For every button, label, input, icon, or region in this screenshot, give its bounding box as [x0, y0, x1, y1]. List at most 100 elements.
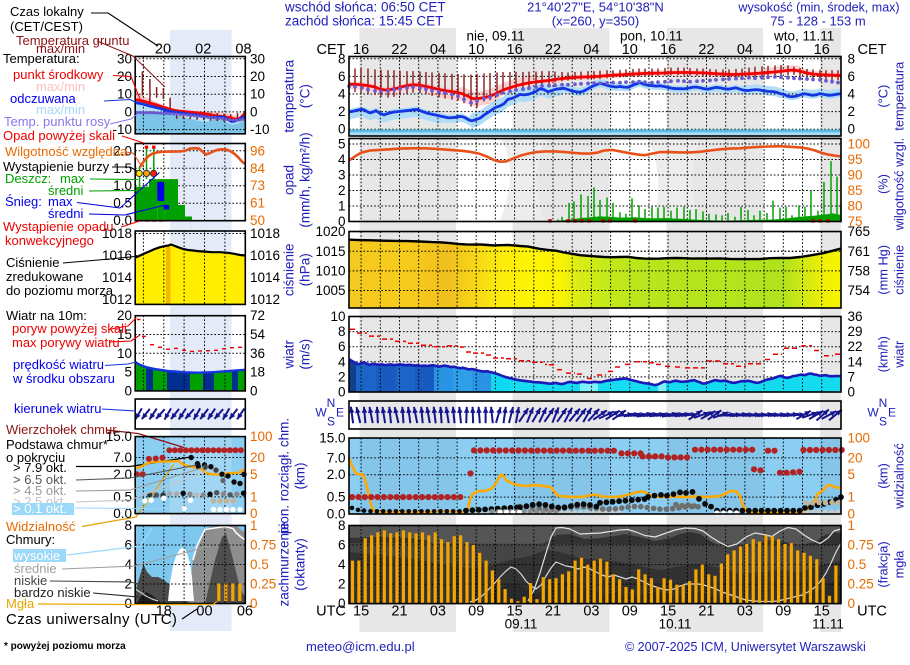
svg-text:© 2007-2025 ICM, Uniwersytet W: © 2007-2025 ICM, Uniwersytet Warszawski	[625, 640, 866, 654]
svg-text:Wystąpienie burzy: Wystąpienie burzy	[3, 159, 110, 174]
svg-text:21: 21	[545, 604, 561, 620]
svg-text:Temperatura:: Temperatura:	[3, 51, 80, 66]
svg-text:średnie: średnie	[14, 561, 57, 576]
svg-text:Chmury:: Chmury:	[6, 532, 55, 547]
svg-text:16: 16	[353, 42, 369, 58]
svg-text:max: max	[48, 194, 73, 209]
svg-text:09: 09	[622, 604, 638, 620]
svg-text:2.0: 2.0	[113, 143, 132, 158]
svg-text:nie, 09.11: nie, 09.11	[467, 29, 525, 44]
svg-text:29: 29	[848, 324, 863, 339]
svg-text:1: 1	[250, 489, 258, 504]
svg-text:bardzo niskie: bardzo niskie	[14, 585, 91, 600]
svg-text:09: 09	[468, 604, 484, 620]
svg-text:ciśnienie: ciśnienie	[282, 244, 297, 297]
svg-text:E: E	[336, 406, 344, 420]
svg-text:1016: 1016	[102, 248, 132, 263]
svg-text:04: 04	[583, 42, 599, 58]
svg-text:Wiatr na 10m:: Wiatr na 10m:	[6, 308, 87, 323]
svg-text:10: 10	[117, 346, 132, 361]
svg-text:1012: 1012	[250, 292, 280, 307]
svg-text:opad: opad	[282, 165, 297, 195]
svg-text:Czas lokalny: Czas lokalny	[10, 4, 84, 19]
svg-text:0: 0	[124, 104, 132, 119]
svg-text:6: 6	[338, 538, 346, 553]
svg-text:21: 21	[391, 604, 407, 620]
svg-text:max/min: max/min	[36, 41, 85, 56]
svg-text:Czas uniwersalny (UTC): Czas uniwersalny (UTC)	[6, 611, 177, 628]
svg-text:4: 4	[338, 354, 346, 369]
svg-text:0: 0	[338, 214, 346, 229]
svg-text:wiatr: wiatr	[282, 339, 297, 369]
svg-text:Ciśnienie: Ciśnienie	[6, 255, 59, 270]
svg-text:06: 06	[237, 604, 253, 620]
svg-text:20: 20	[250, 450, 265, 465]
svg-text:temperatura: temperatura	[282, 59, 297, 132]
svg-text:0: 0	[848, 385, 856, 400]
svg-text:5: 5	[848, 467, 856, 482]
svg-text:ciśnienie: ciśnienie	[892, 245, 907, 295]
svg-text:0: 0	[124, 383, 132, 398]
svg-text:03: 03	[737, 604, 753, 620]
svg-text:20: 20	[848, 450, 863, 465]
svg-text:61: 61	[250, 196, 265, 211]
svg-text:4: 4	[124, 557, 132, 572]
svg-text:(%): (%)	[876, 174, 891, 194]
svg-text:10.11: 10.11	[659, 617, 692, 632]
svg-text:kierunek wiatru: kierunek wiatru	[14, 401, 101, 416]
svg-text:max/min: max/min	[36, 79, 85, 94]
svg-text:> 0.1 okt.: > 0.1 okt.	[13, 501, 67, 516]
svg-text:5: 5	[124, 365, 132, 380]
svg-text:20: 20	[250, 69, 265, 84]
svg-text:16: 16	[660, 42, 676, 58]
svg-text:15: 15	[507, 604, 523, 620]
svg-text:100: 100	[848, 137, 871, 152]
svg-text:10: 10	[468, 42, 484, 58]
svg-text:90: 90	[848, 168, 863, 183]
svg-text:8: 8	[124, 518, 132, 533]
svg-text:36: 36	[250, 346, 265, 361]
svg-text:1014: 1014	[250, 270, 281, 285]
svg-text:30: 30	[117, 51, 132, 66]
svg-text:wysokość (min, środek, max): wysokość (min, środek, max)	[737, 1, 899, 15]
svg-text:0: 0	[250, 383, 258, 398]
svg-text:meteo@icm.edu.pl: meteo@icm.edu.pl	[306, 639, 415, 654]
svg-text:2: 2	[338, 369, 346, 384]
svg-text:Podstawa chmur*: Podstawa chmur*	[6, 437, 108, 452]
svg-text:W: W	[315, 406, 327, 420]
svg-text:konwekcyjnego: konwekcyjnego	[5, 233, 94, 248]
svg-text:Wystąpienie opadu: Wystąpienie opadu	[3, 219, 113, 234]
svg-text:UTC: UTC	[857, 604, 887, 620]
svg-text:S: S	[879, 415, 887, 429]
svg-text:0.0: 0.0	[113, 506, 132, 521]
svg-text:pon, 10.11: pon, 10.11	[620, 29, 683, 44]
svg-text:765: 765	[848, 224, 871, 239]
svg-text:0: 0	[124, 596, 132, 611]
svg-text:Opad powyżej skali: Opad powyżej skali	[3, 128, 115, 143]
svg-text:8: 8	[338, 324, 346, 339]
svg-text:S: S	[327, 415, 335, 429]
svg-text:(m/s): (m/s)	[298, 339, 313, 370]
svg-text:(°C): (°C)	[298, 84, 313, 108]
svg-text:5: 5	[250, 467, 258, 482]
svg-text:15.0: 15.0	[106, 429, 132, 444]
svg-text:0.5: 0.5	[113, 489, 132, 504]
svg-text:6: 6	[338, 339, 346, 354]
svg-text:14: 14	[848, 354, 864, 369]
svg-text:wilgotność wzgl.: wilgotność wzgl.	[892, 138, 907, 231]
svg-text:15: 15	[814, 604, 830, 620]
svg-text:2: 2	[124, 577, 132, 592]
svg-text:80: 80	[848, 199, 863, 214]
svg-text:prędkość wiatru: prędkość wiatru	[13, 357, 104, 372]
svg-text:Wierzchołek chmur: Wierzchołek chmur	[6, 422, 117, 437]
svg-text:21°40'27"E, 54°10'38"N: 21°40'27"E, 54°10'38"N	[527, 0, 664, 15]
svg-text:11.11: 11.11	[812, 617, 844, 632]
svg-text:wto, 11.11: wto, 11.11	[773, 29, 834, 44]
svg-text:0: 0	[338, 385, 346, 400]
svg-text:21: 21	[698, 604, 714, 620]
svg-text:odczuwana: odczuwana	[10, 91, 77, 106]
svg-text:7: 7	[848, 369, 856, 384]
svg-text:75 - 128 - 153 m: 75 - 128 - 153 m	[770, 14, 865, 29]
svg-text:poryw powyżej skali: poryw powyżej skali	[12, 321, 127, 336]
svg-text:73: 73	[250, 178, 265, 193]
